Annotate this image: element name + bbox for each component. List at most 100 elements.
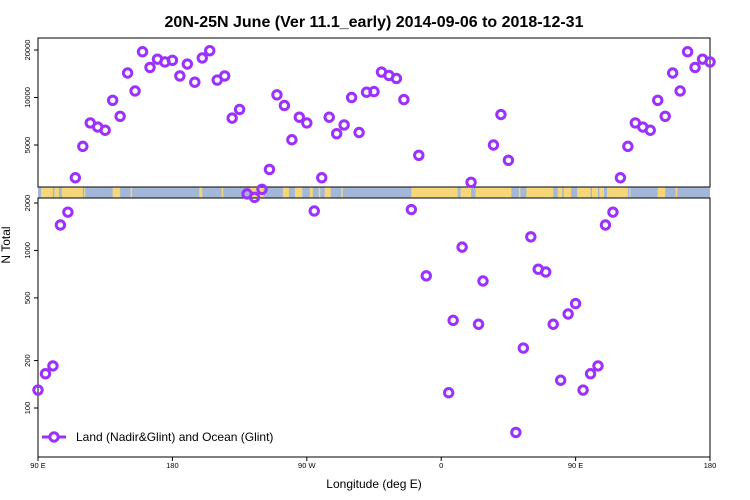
data-point xyxy=(447,314,459,327)
data-point xyxy=(69,172,82,184)
data-point xyxy=(106,94,119,106)
data-point xyxy=(338,119,350,131)
land-segment xyxy=(557,187,563,198)
data-point xyxy=(607,206,619,218)
data-point xyxy=(622,140,634,153)
data-point xyxy=(54,219,67,231)
data-point xyxy=(263,163,276,176)
lower-y-tick-label: 500 xyxy=(23,292,32,305)
data-point xyxy=(174,70,186,82)
land-segment xyxy=(563,187,572,198)
data-point xyxy=(32,384,44,396)
data-point xyxy=(547,318,559,330)
upper-y-tick-label: 5000 xyxy=(23,137,32,154)
upper-panel-frame xyxy=(37,37,711,188)
land-segment xyxy=(294,187,303,198)
land-segment xyxy=(309,187,313,198)
data-point xyxy=(62,206,74,218)
data-point xyxy=(614,172,627,184)
data-point xyxy=(456,241,468,253)
land-segment xyxy=(318,187,321,198)
x-tick-label: 90 E xyxy=(568,461,583,470)
lower-y-tick-label: 2000 xyxy=(23,195,32,212)
legend-marker xyxy=(48,431,60,443)
data-point xyxy=(99,124,111,136)
lower-y-tick-label: 1000 xyxy=(23,242,32,259)
land-segment xyxy=(199,187,203,198)
data-point xyxy=(271,89,283,101)
land-segment xyxy=(221,187,224,198)
data-point xyxy=(204,44,216,57)
data-point xyxy=(398,93,410,106)
land-segment xyxy=(112,187,121,198)
data-point xyxy=(584,368,597,380)
data-point xyxy=(226,112,238,124)
data-point xyxy=(674,85,686,97)
data-point xyxy=(659,110,671,123)
data-point xyxy=(442,387,455,399)
data-point xyxy=(465,176,477,189)
data-point xyxy=(510,426,522,439)
land-segment xyxy=(40,187,53,198)
data-point xyxy=(502,154,515,166)
land-segment xyxy=(54,187,59,198)
data-point xyxy=(495,108,507,121)
land-segment xyxy=(592,187,598,198)
data-point xyxy=(592,360,604,372)
x-axis-label: Longitude (deg E) xyxy=(326,477,421,491)
data-point xyxy=(525,231,537,243)
data-point xyxy=(487,139,500,151)
land-segment xyxy=(130,187,133,198)
data-point xyxy=(301,117,313,129)
data-point xyxy=(129,85,141,97)
data-point xyxy=(47,360,59,372)
y-axis-label: N Total xyxy=(0,226,13,263)
data-point xyxy=(345,91,358,104)
legend: Land (Nadir&Glint) and Ocean (Glint) xyxy=(42,430,273,444)
upper-y-tick-label: 20000 xyxy=(23,40,32,61)
data-point xyxy=(562,308,574,320)
data-point xyxy=(704,56,716,68)
data-point xyxy=(477,275,489,287)
land-segment xyxy=(411,187,458,198)
land-segment xyxy=(526,187,554,198)
data-point xyxy=(420,270,432,282)
x-axis: 90 E 180 90 W 0 90 E 180 xyxy=(30,457,716,470)
data-point xyxy=(144,61,156,74)
data-point xyxy=(293,111,306,123)
land-segment xyxy=(475,187,512,198)
x-tick-label: 180 xyxy=(166,461,179,470)
data-point xyxy=(248,191,261,204)
data-point xyxy=(390,72,403,85)
data-point xyxy=(330,127,343,140)
data-point xyxy=(577,384,589,396)
land-segment xyxy=(606,187,628,198)
chart-title: 20N-25N June (Ver 11.1_early) 2014-09-06… xyxy=(165,14,584,31)
data-point xyxy=(166,54,179,67)
upper-y-axis: 20000 10000 5000 xyxy=(23,40,38,154)
data-point xyxy=(286,134,298,146)
data-point xyxy=(405,203,418,216)
x-tick-label: 90 E xyxy=(30,461,45,470)
data-point xyxy=(323,111,335,123)
data-point xyxy=(472,318,485,330)
lower-y-tick-label: 200 xyxy=(23,354,32,367)
land-segment xyxy=(599,187,604,198)
data-point xyxy=(413,149,425,162)
lower-panel-frame xyxy=(37,197,711,458)
x-tick-label: 180 xyxy=(704,461,717,470)
data-point xyxy=(233,103,246,116)
land-segment xyxy=(324,187,331,198)
data-point xyxy=(136,46,149,58)
land-segment xyxy=(282,187,289,198)
data-point xyxy=(554,374,567,386)
data-point xyxy=(181,58,194,70)
land-segment xyxy=(61,187,83,198)
land-segment xyxy=(518,187,521,198)
x-tick-label: 0 xyxy=(439,461,443,470)
lower-y-axis: 2000 1000 500 200 100 xyxy=(23,195,38,414)
land-segment xyxy=(675,187,678,198)
data-point xyxy=(368,85,380,98)
data-point xyxy=(121,67,134,79)
